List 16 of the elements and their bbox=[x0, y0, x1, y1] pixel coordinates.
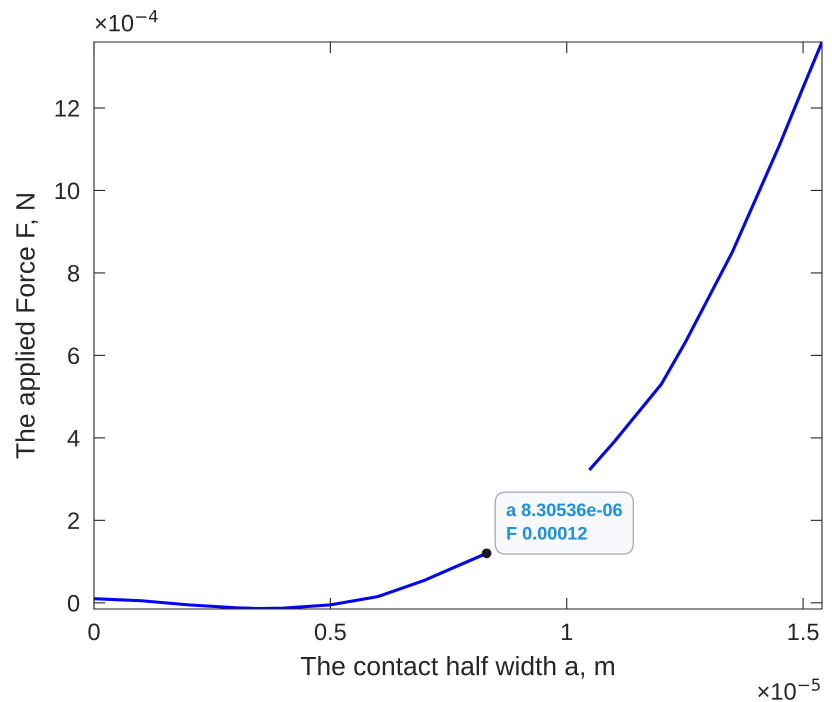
y-tick-label: 10 bbox=[56, 182, 80, 200]
annotation: a 8.30536e-06 F 0.00012 bbox=[506, 503, 622, 540]
y-tick-label: 4 bbox=[68, 430, 80, 446]
y-tick-label: 2 bbox=[68, 512, 79, 529]
y-axis-title: The applied Force F, N bbox=[15, 194, 40, 458]
x-tick-label: 1 bbox=[562, 624, 572, 640]
y-tick-label: 6 bbox=[68, 347, 80, 364]
y-tick-label: 8 bbox=[68, 264, 80, 282]
y-tick-label: 0 bbox=[68, 594, 80, 612]
text: ×10$^{−4}$ bbox=[96, 10, 158, 32]
text: ×10$^{−5}$ bbox=[758, 678, 820, 700]
x-tick-label: 1.5 bbox=[788, 624, 819, 640]
x-axis-title: The contact half width a, m bbox=[300, 656, 614, 679]
x-tick-label: 0.5 bbox=[314, 624, 346, 640]
y-tick-label: 12 bbox=[56, 100, 79, 117]
x-tick-label: 0 bbox=[88, 624, 100, 640]
